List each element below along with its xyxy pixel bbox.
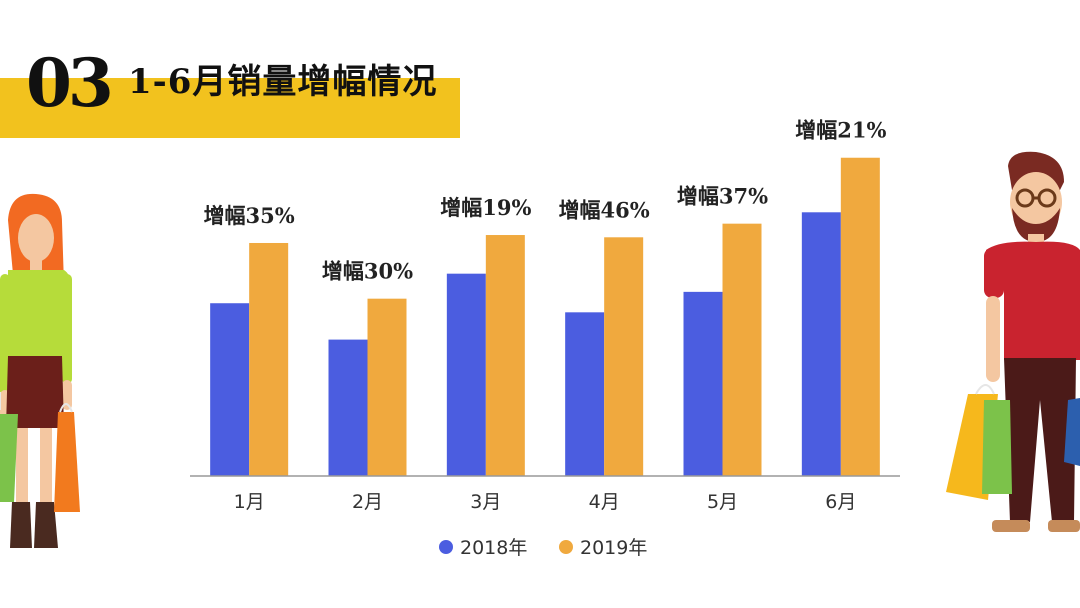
growth-annotation: 增幅46%	[559, 197, 650, 222]
bar-1-4	[565, 312, 605, 476]
bar-2-6	[840, 157, 880, 476]
growth-annotation: 增幅37%	[677, 184, 768, 209]
legend-marker	[559, 540, 573, 554]
legend-label: 2019年	[580, 537, 647, 559]
bar-1-5	[683, 291, 723, 476]
man-shopper-illustration	[946, 151, 1080, 532]
x-tick-label: 1月	[234, 491, 265, 513]
bar-1-3	[446, 273, 486, 476]
bar-2-3	[485, 235, 525, 476]
title-band	[0, 78, 460, 138]
growth-annotation: 增幅35%	[204, 203, 295, 228]
bar-2-1	[249, 242, 289, 476]
growth-annotation: 增幅21%	[795, 118, 886, 143]
x-tick-label: 6月	[825, 491, 856, 513]
legend-marker	[439, 540, 453, 554]
woman-shopper-illustration	[0, 193, 80, 548]
x-tick-label: 4月	[589, 491, 620, 513]
x-tick-label: 3月	[470, 491, 501, 513]
growth-annotation: 增幅30%	[322, 259, 413, 284]
growth-annotation: 增幅19%	[440, 195, 531, 220]
bar-1-6	[801, 212, 841, 476]
bar-1-1	[210, 303, 250, 476]
bar-2-4	[604, 237, 644, 476]
page-title: 1-6月销量增幅情况	[128, 62, 438, 102]
x-tick-label: 5月	[707, 491, 738, 513]
x-tick-label: 2月	[352, 491, 383, 513]
section-number: 03	[26, 44, 114, 122]
bar-2-2	[367, 298, 407, 476]
bar-2-5	[722, 223, 762, 476]
legend-label: 2018年	[460, 537, 527, 559]
bar-1-2	[328, 339, 368, 476]
